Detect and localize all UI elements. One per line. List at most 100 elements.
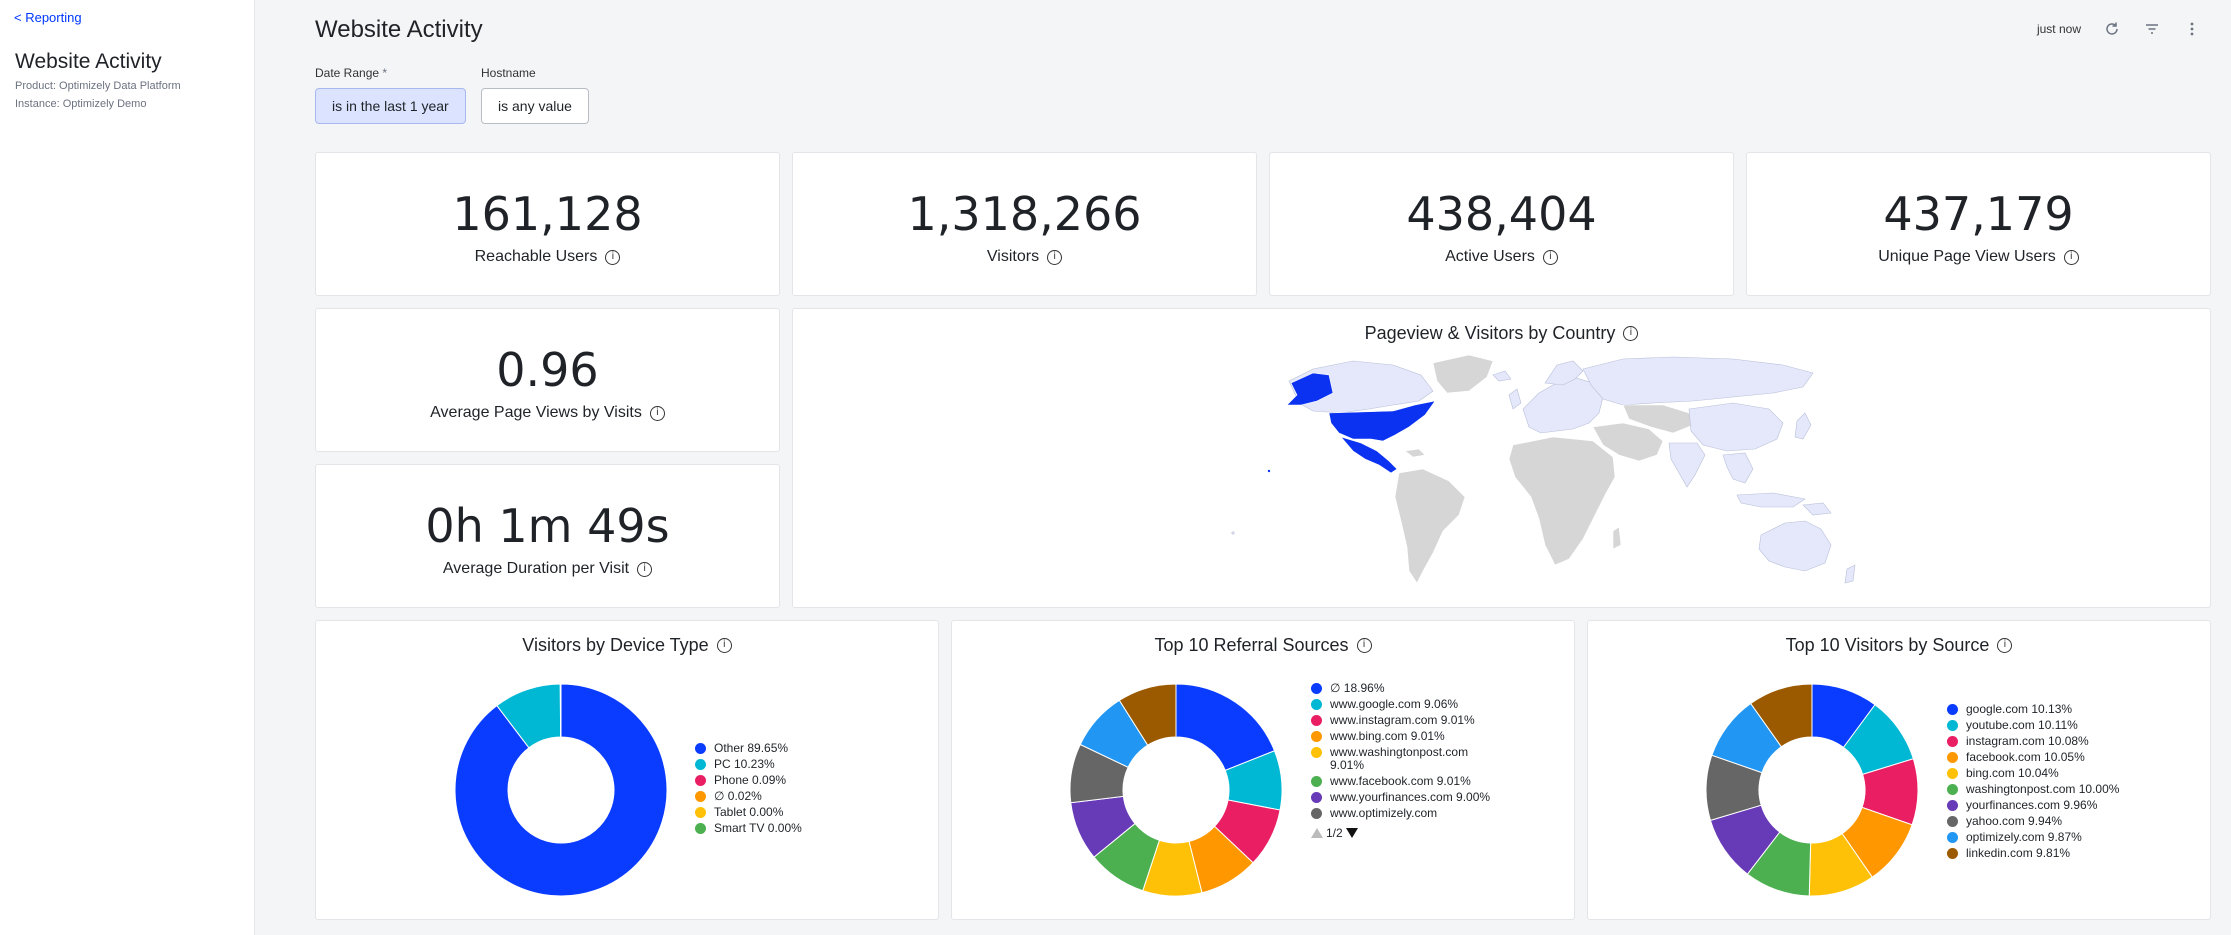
- map-country-india[interactable]: [1668, 442, 1706, 488]
- map-country-south-america[interactable]: [1394, 468, 1466, 584]
- map-country-madagascar[interactable]: [1612, 526, 1622, 550]
- map-country-russia[interactable]: [1582, 356, 1814, 406]
- legend-item[interactable]: www.instagram.com 9.01%: [1311, 714, 1500, 727]
- device-donut-chart[interactable]: [316, 621, 940, 921]
- legend-label: washingtonpost.com 10.00%: [1966, 782, 2120, 796]
- map-country-europe[interactable]: [1522, 376, 1604, 434]
- legend-item[interactable]: linkedin.com 9.81%: [1947, 847, 2119, 860]
- last-updated-text: just now: [2036, 22, 2081, 36]
- legend-item[interactable]: youtube.com 10.11%: [1947, 719, 2119, 732]
- info-icon[interactable]: i: [1542, 249, 1558, 265]
- map-country-pacific-islands[interactable]: [1231, 531, 1235, 535]
- legend-item[interactable]: www.facebook.com 9.01%: [1311, 775, 1500, 788]
- info-icon[interactable]: i: [2063, 249, 2079, 265]
- map-country-uk[interactable]: [1508, 388, 1522, 410]
- legend-item[interactable]: facebook.com 10.05%: [1947, 751, 2119, 764]
- date-range-label: Date Range *: [315, 66, 387, 80]
- map-country-hawaii[interactable]: [1267, 469, 1271, 473]
- back-to-reporting-link[interactable]: < Reporting: [14, 10, 82, 25]
- legend-item[interactable]: ∅ 0.02%: [695, 790, 802, 803]
- kpi-label: Average Duration per Visit i: [316, 560, 779, 578]
- map-country-alaska[interactable]: [1286, 372, 1334, 406]
- hostname-filter-button[interactable]: is any value: [481, 88, 589, 124]
- hostname-label: Hostname: [481, 66, 536, 80]
- map-country-mexico[interactable]: [1340, 436, 1398, 474]
- legend-item[interactable]: Phone 0.09%: [695, 774, 802, 787]
- info-icon[interactable]: i: [1047, 249, 1063, 265]
- map-country-papua[interactable]: [1802, 502, 1832, 516]
- kpi-label-text: Average Page Views by Visits: [430, 404, 642, 421]
- legend-item[interactable]: www.google.com 9.06%: [1311, 698, 1500, 711]
- legend-swatch: [1311, 715, 1322, 726]
- legend-item[interactable]: google.com 10.13%: [1947, 703, 2119, 716]
- legend-item[interactable]: PC 10.23%: [695, 758, 802, 771]
- legend-item[interactable]: www.optimizely.com: [1311, 807, 1500, 820]
- legend-item[interactable]: Tablet 0.00%: [695, 806, 802, 819]
- map-country-scandinavia[interactable]: [1544, 360, 1584, 386]
- donut-slice[interactable]: [1118, 683, 1177, 746]
- legend-label: ∅ 0.02%: [714, 789, 762, 803]
- legend-item[interactable]: Other 89.65%: [695, 742, 802, 755]
- map-card-title: Pageview & Visitors by Country i: [793, 323, 2210, 344]
- date-range-filter-button[interactable]: is in the last 1 year: [315, 88, 466, 124]
- map-country-africa[interactable]: [1508, 436, 1616, 566]
- legend-swatch: [1311, 776, 1322, 787]
- map-country-caribbean[interactable]: [1404, 448, 1426, 458]
- legend-swatch: [695, 743, 706, 754]
- map-card: Pageview & Visitors by Country i: [792, 308, 2211, 608]
- referral-chart-legend: ∅ 18.96% www.google.com 9.06% www.instagra…: [1311, 682, 1500, 840]
- legend-label: optimizely.com 9.87%: [1966, 830, 2082, 844]
- info-icon[interactable]: i: [1997, 638, 2013, 653]
- source-chart-card: Top 10 Visitors by Source i google.com 1…: [1587, 620, 2211, 920]
- kpi-label-text: Reachable Users: [474, 248, 598, 265]
- info-icon[interactable]: i: [1356, 638, 1372, 653]
- map-country-iceland[interactable]: [1492, 370, 1512, 382]
- legend-label: www.google.com 9.06%: [1330, 697, 1459, 711]
- map-country-new-zealand[interactable]: [1844, 564, 1856, 584]
- map-country-se-asia[interactable]: [1722, 452, 1754, 484]
- map-country-japan[interactable]: [1794, 412, 1812, 440]
- legend-next-page-icon[interactable]: [1345, 828, 1358, 838]
- legend-label: yahoo.com 9.94%: [1966, 814, 2063, 828]
- donut-slice[interactable]: [454, 683, 668, 897]
- legend-item[interactable]: bing.com 10.04%: [1947, 767, 2119, 780]
- legend-item[interactable]: yourfinances.com 9.96%: [1947, 799, 2119, 812]
- map-country-central-asia[interactable]: [1622, 404, 1694, 434]
- page-title: Website Activity: [315, 16, 483, 43]
- filter-icon[interactable]: [2143, 20, 2161, 38]
- legend-item[interactable]: ∅ 18.96%: [1311, 682, 1500, 695]
- legend-item[interactable]: instagram.com 10.08%: [1947, 735, 2119, 748]
- source-donut-chart[interactable]: [1588, 621, 2212, 921]
- info-icon[interactable]: i: [605, 249, 621, 265]
- map-country-middle-east[interactable]: [1592, 422, 1664, 462]
- map-country-australia[interactable]: [1758, 520, 1832, 572]
- legend-swatch: [1947, 848, 1958, 859]
- info-icon[interactable]: i: [716, 638, 732, 653]
- map-country-china[interactable]: [1688, 402, 1784, 452]
- donut-slice[interactable]: [1750, 683, 1813, 748]
- map-title-text: Pageview & Visitors by Country: [1364, 323, 1616, 343]
- info-icon[interactable]: i: [649, 405, 665, 421]
- legend-swatch: [1947, 704, 1958, 715]
- map-country-greenland[interactable]: [1432, 354, 1494, 394]
- legend-swatch: [1311, 731, 1322, 742]
- legend-swatch: [1947, 768, 1958, 779]
- legend-item[interactable]: optimizely.com 9.87%: [1947, 831, 2119, 844]
- map-country-canada[interactable]: [1288, 360, 1434, 414]
- world-map[interactable]: [793, 309, 2212, 609]
- legend-prev-page-icon[interactable]: [1311, 828, 1323, 838]
- legend-item[interactable]: yahoo.com 9.94%: [1947, 815, 2119, 828]
- info-icon[interactable]: i: [1623, 326, 1639, 341]
- legend-item[interactable]: www.yourfinances.com 9.00%: [1311, 791, 1500, 804]
- legend-item[interactable]: Smart TV 0.00%: [695, 822, 802, 835]
- map-country-usa[interactable]: [1328, 400, 1436, 442]
- info-icon[interactable]: i: [637, 561, 653, 577]
- legend-label: yourfinances.com 9.96%: [1966, 798, 2098, 812]
- referral-donut-chart[interactable]: [952, 621, 1576, 921]
- more-vertical-icon[interactable]: [2183, 20, 2201, 38]
- refresh-icon[interactable]: [2103, 20, 2121, 38]
- map-country-indonesia[interactable]: [1736, 492, 1806, 508]
- legend-item[interactable]: www.washingtonpost.com 9.01%: [1311, 746, 1500, 772]
- legend-item[interactable]: www.bing.com 9.01%: [1311, 730, 1500, 743]
- legend-item[interactable]: washingtonpost.com 10.00%: [1947, 783, 2119, 796]
